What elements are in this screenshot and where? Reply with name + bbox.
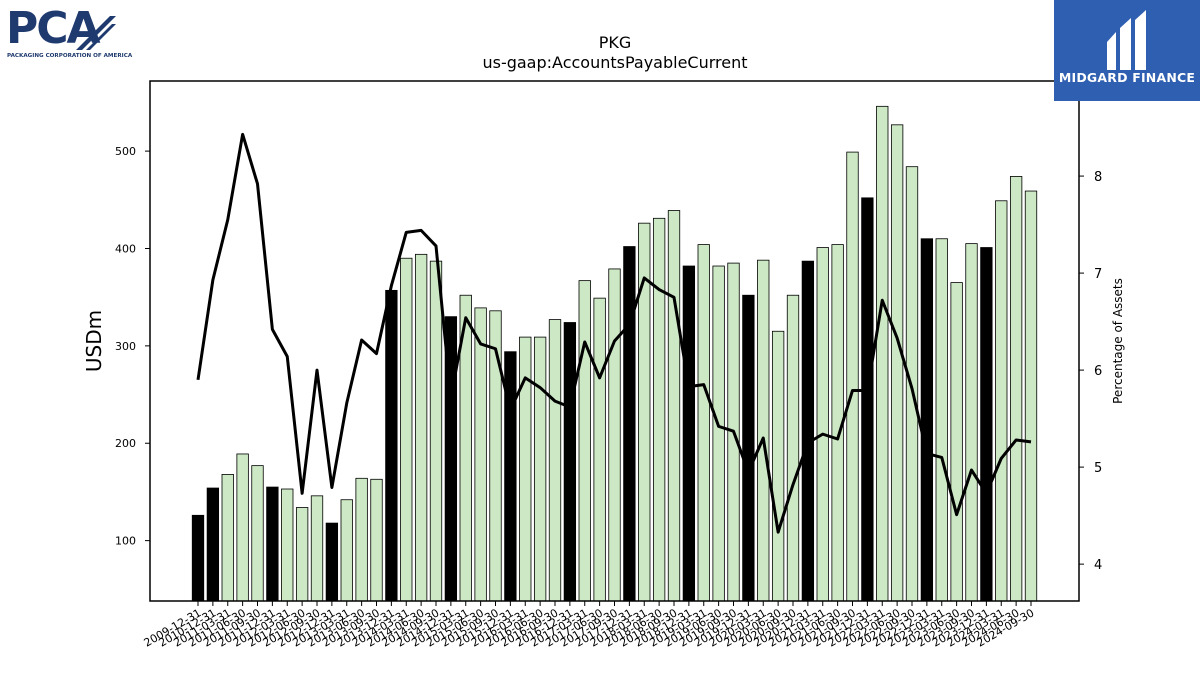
bar <box>206 487 220 602</box>
right-tick-label: 7 <box>1094 267 1102 282</box>
bar <box>801 260 815 602</box>
bar <box>712 265 725 602</box>
bar <box>340 499 353 602</box>
bar <box>757 259 770 602</box>
left-tick-label: 500 <box>115 145 136 158</box>
percentage-line-series <box>196 132 1032 534</box>
midgard-finance-logo: MIDGARD FINANCE <box>1054 0 1200 101</box>
x-axis-ticks: 2009-12-312010-12-312011-03-312011-06-30… <box>142 601 1037 650</box>
left-tick-label: 400 <box>115 242 136 255</box>
bar <box>682 265 696 602</box>
right-tick-label: 5 <box>1094 461 1102 476</box>
bar <box>965 243 978 602</box>
right-tick-label: 8 <box>1094 170 1102 185</box>
bar <box>950 282 963 602</box>
bar <box>1009 176 1023 602</box>
left-tick-label: 100 <box>115 535 136 548</box>
bar <box>251 465 264 602</box>
chart-subtitle: us-gaap:AccountsPayableCurrent <box>482 53 747 72</box>
bar <box>578 280 591 602</box>
bar <box>1024 190 1038 602</box>
bar <box>295 507 309 602</box>
bar <box>281 488 294 602</box>
bar <box>548 319 562 602</box>
bar <box>786 294 800 602</box>
bar <box>563 322 577 602</box>
bar <box>414 253 428 602</box>
bar <box>608 268 621 602</box>
left-axis-ticks: 100 200 300 400 500 <box>115 145 150 548</box>
bar <box>221 474 234 602</box>
bar <box>385 289 398 602</box>
pca-logo-subtitle: PACKAGING CORPORATION OF AMERICA <box>7 53 133 59</box>
bar <box>771 330 785 602</box>
bar <box>623 246 636 602</box>
bar <box>816 247 829 602</box>
bar <box>593 297 606 602</box>
bar <box>355 477 368 602</box>
bar <box>310 495 324 602</box>
left-tick-label: 200 <box>115 437 136 450</box>
right-axis-ticks: 4 5 6 7 8 <box>1079 170 1102 573</box>
bar <box>325 522 339 602</box>
bar <box>266 486 279 602</box>
bar <box>861 197 874 602</box>
bar <box>995 200 1008 602</box>
bar <box>846 151 859 602</box>
bar <box>652 217 666 602</box>
bar <box>742 294 755 602</box>
left-tick-label: 300 <box>115 340 136 353</box>
bar <box>890 124 904 602</box>
pca-swoosh-icon <box>76 16 116 50</box>
bar <box>935 238 948 602</box>
bar <box>191 514 205 602</box>
y2-axis-label: Percentage of Assets <box>1111 278 1125 404</box>
bar-series <box>191 105 1038 602</box>
bar <box>429 260 443 602</box>
pca-logo: PCA PACKAGING CORPORATION OF AMERICA <box>6 6 132 62</box>
bar <box>920 238 934 602</box>
chart-title: PKG <box>599 33 632 52</box>
bar <box>400 257 413 602</box>
bar <box>236 453 249 602</box>
y-axis-label: USDm <box>82 310 106 372</box>
bar <box>533 336 547 602</box>
bar <box>667 210 681 602</box>
right-tick-label: 4 <box>1094 558 1102 573</box>
bar <box>876 105 889 602</box>
midgard-emblem-icon <box>1107 10 1146 70</box>
right-tick-label: 6 <box>1094 364 1102 379</box>
bar <box>697 244 710 602</box>
bar <box>980 247 993 602</box>
bar <box>474 307 487 602</box>
bar <box>370 478 383 602</box>
midgard-logo-text: MIDGARD FINANCE <box>1058 70 1196 85</box>
